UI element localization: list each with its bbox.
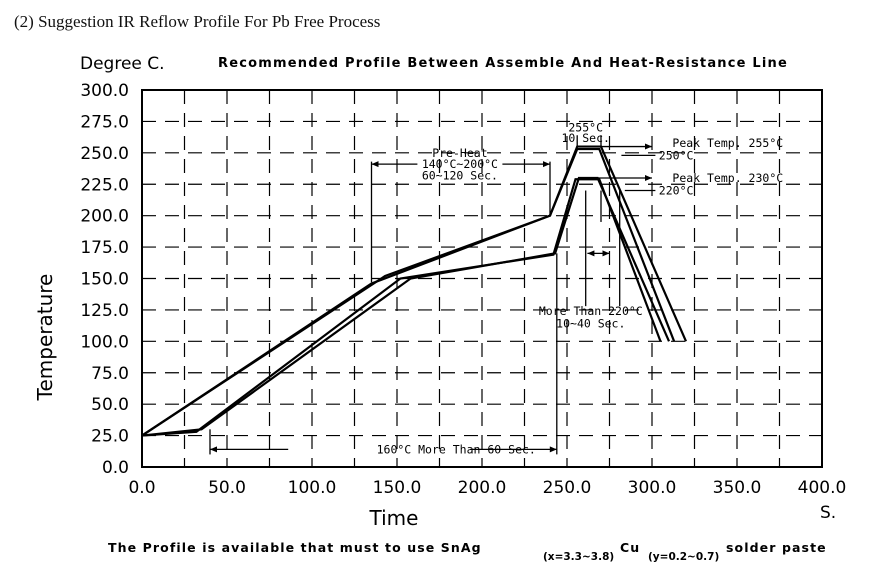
y-tick-label: 300.0	[80, 81, 129, 101]
annotation-peaktemp-255: Peak Temp. 255°C	[672, 136, 783, 150]
x-tick-label: 200.0	[458, 478, 507, 498]
annotation-peak-10sec: 10 Sec.	[561, 131, 609, 145]
footer-mid: Cu	[620, 540, 640, 555]
morethan-arrowhead-left	[587, 250, 595, 257]
y-unit-label: Degree C.	[80, 54, 165, 74]
annotation-morethan-1: More Than 220°C	[539, 304, 643, 318]
x-tick-labels: 0.0 50.0 100.0 150.0 200.0 250.0 300.0 350.0 400…	[128, 478, 846, 498]
series-line-4	[141, 178, 662, 437]
x-tick-label: 0.0	[128, 478, 155, 498]
x-tick-label: 350.0	[713, 478, 762, 498]
annotation-preheat-1: Pre-Heat	[432, 146, 487, 160]
y-tick-label: 150.0	[80, 270, 129, 290]
annotation-lines	[209, 135, 656, 455]
annotation-peak-255: 255°C	[568, 121, 603, 135]
x-tick-label: 100.0	[288, 478, 337, 498]
y-tick-label: 100.0	[80, 332, 129, 352]
annotation-line-220: 220°C	[659, 184, 694, 198]
sixty-arrowhead-right	[549, 446, 557, 453]
y-tick-label: 25.0	[91, 427, 129, 447]
y-tick-label: 175.0	[80, 238, 129, 258]
annotation-sixty-sec: 160°C More Than 60 Sec.	[377, 442, 536, 456]
y-tick-label: 75.0	[91, 364, 129, 384]
chart-title: Recommended Profile Between Assemble And…	[218, 56, 788, 71]
chart-grid	[142, 90, 822, 467]
y-tick-label: 275.0	[80, 112, 129, 132]
footer-suffix: solder paste	[726, 540, 827, 555]
peaktemp-255-arrowhead	[645, 143, 652, 150]
annotation-peaktemp-230: Peak Temp. 230°C	[672, 171, 783, 185]
footer-note: The Profile is available that must to us…	[108, 540, 827, 563]
morethan-arrowhead-right	[602, 250, 610, 257]
y-tick-label: 125.0	[80, 301, 129, 321]
annotation-preheat-2: 140°C~200°C	[422, 157, 498, 171]
x-tick-label: 50.0	[208, 478, 246, 498]
preheat-arrowhead-left	[371, 161, 379, 168]
series-layer	[141, 145, 688, 437]
plot-frame	[141, 89, 823, 468]
x-tick-label: 400.0	[798, 478, 847, 498]
y-tick-label: 0.0	[102, 458, 129, 478]
footer-prefix: The Profile is available that must to us…	[108, 540, 482, 555]
x-tick-label: 150.0	[373, 478, 422, 498]
y-axis-label: Temperature	[33, 274, 57, 402]
y-tick-label: 225.0	[80, 175, 129, 195]
preheat-arrowhead-right	[543, 161, 550, 168]
x-unit-label: S.	[820, 503, 836, 523]
x-tick-label: 300.0	[628, 478, 677, 498]
annotation-line-250: 250°C	[659, 148, 694, 162]
y-tick-label: 250.0	[80, 144, 129, 164]
footer-sub1: (x=3.3~3.8)	[543, 551, 614, 563]
x-axis-label: Time	[369, 506, 419, 530]
annotation-preheat-3: 60~120 Sec.	[422, 168, 498, 182]
footer-sub2: (y=0.2~0.7)	[648, 551, 719, 563]
x-tick-label: 250.0	[543, 478, 592, 498]
page-heading: (2) Suggestion IR Reflow Profile For Pb …	[14, 12, 381, 31]
peaktemp-230-arrowhead	[645, 174, 652, 181]
y-tick-labels: 0.0 25.0 50.0 75.0 100.0 125.0 150.0 175.0 200.0…	[80, 81, 129, 478]
y-tick-label: 50.0	[91, 395, 129, 415]
sixty-arrowhead-left	[210, 446, 217, 453]
annotation-morethan-2: 10~40 Sec.	[556, 317, 625, 331]
series-line-2	[141, 147, 676, 437]
y-tick-label: 200.0	[80, 207, 129, 227]
